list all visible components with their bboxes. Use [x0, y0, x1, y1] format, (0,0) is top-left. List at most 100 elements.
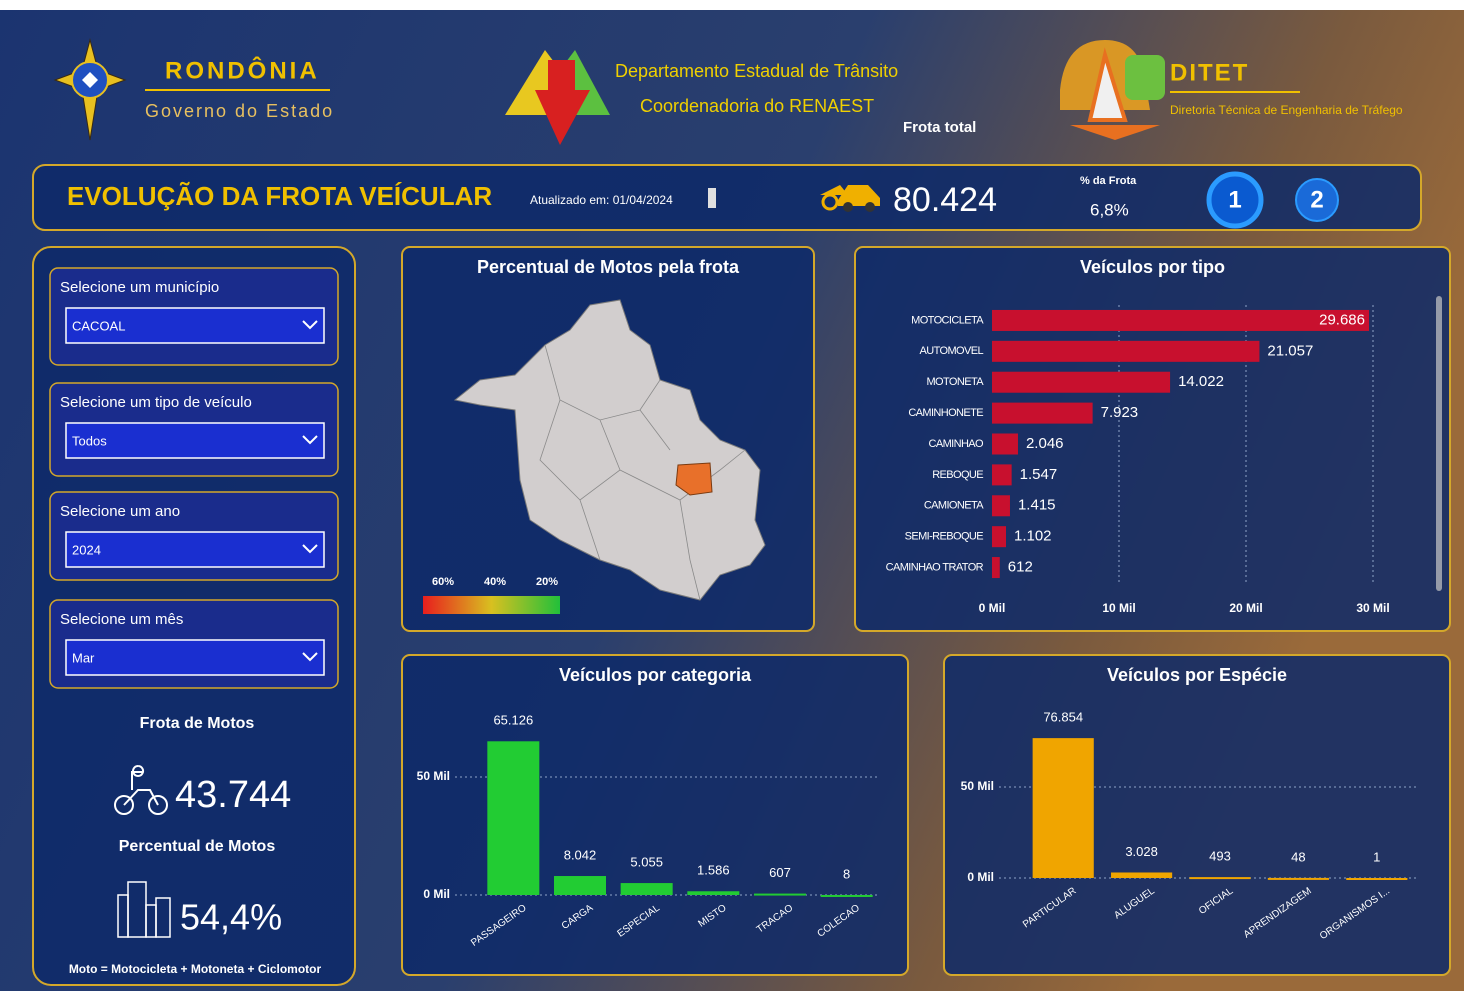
value-label: 3.028	[1125, 844, 1158, 859]
category-label: REBOQUE	[932, 469, 983, 481]
value-label: 612	[1008, 559, 1033, 576]
chart-title: Percentual de Motos pela frota	[477, 257, 740, 277]
category-label: CAMINHONETE	[908, 407, 983, 419]
dropdown-chevron[interactable]	[302, 544, 318, 554]
ditet-logo	[1060, 40, 1165, 140]
dashboard-title: EVOLUÇÃO DA FROTA VEÍCULAR	[67, 181, 492, 211]
value-label: 29.686	[1319, 311, 1365, 328]
detran-logo	[505, 50, 610, 145]
y-tick-label: 50 Mil	[961, 779, 994, 793]
legend-label: 20%	[536, 576, 558, 588]
y-tick-label: 0 Mil	[423, 887, 450, 901]
bar	[992, 464, 1012, 486]
bar	[1111, 872, 1173, 878]
bar	[554, 876, 606, 895]
dropdown-chevron[interactable]	[302, 320, 318, 330]
bar	[820, 894, 873, 897]
frota-total-value: 80.424	[893, 181, 997, 219]
species-panel	[943, 654, 1451, 976]
percent-label: Percentual de Motos	[119, 838, 276, 855]
value-label: 1.102	[1014, 528, 1052, 545]
filters: Selecione um município CACOAL Selecione um…	[49, 267, 339, 689]
dropdown-value[interactable]: Todos	[72, 433, 107, 448]
moto-icon	[114, 765, 168, 815]
chart-title: Veículos por Espécie	[1107, 665, 1287, 685]
bar	[754, 893, 806, 896]
dropdown-chevron[interactable]	[302, 435, 318, 445]
dropdown-value[interactable]: CACOAL	[72, 318, 125, 333]
dropdown-value[interactable]: Mar	[72, 650, 95, 665]
category-label: CAMINHAO	[929, 438, 985, 450]
filter-label: Selecione um tipo de veículo	[60, 394, 252, 411]
value-label: 7.923	[1101, 404, 1139, 421]
bar	[1189, 877, 1251, 880]
dropdown[interactable]	[65, 639, 325, 676]
y-tick-label: 0 Mil	[967, 870, 994, 884]
category-label: SEMI-REBOQUE	[905, 531, 984, 543]
page-button-label[interactable]: 1	[1228, 186, 1241, 213]
value-label: 2.046	[1026, 435, 1064, 452]
bar	[992, 495, 1010, 517]
chart-title: Veículos por tipo	[1080, 257, 1225, 277]
dropdown[interactable]	[65, 307, 325, 344]
buildings-icon	[117, 881, 171, 938]
bar	[992, 433, 1018, 455]
bar	[687, 891, 740, 895]
category-label: AUTOMOVEL	[920, 345, 984, 357]
page-button[interactable]	[1295, 178, 1339, 222]
dropdown-value[interactable]: 2024	[72, 542, 101, 557]
ditet-subtitle: Diretoria Técnica de Engenharia de Tráfe…	[1170, 103, 1403, 117]
category-label: MOTOCICLETA	[911, 314, 984, 326]
page-button[interactable]	[1206, 171, 1264, 229]
value-label: 1	[1373, 849, 1380, 864]
state-map	[453, 299, 766, 601]
value-label: 76.854	[1043, 710, 1083, 725]
dropdown[interactable]	[65, 422, 325, 459]
bar	[992, 402, 1093, 424]
value-label: 493	[1209, 849, 1231, 864]
agency-line2: Coordenadoria do RENAEST	[640, 96, 874, 116]
dropdown-chevron[interactable]	[302, 652, 318, 662]
selected-municipality	[675, 462, 713, 496]
filter-label: Selecione um mês	[60, 611, 183, 628]
page-button-label[interactable]: 2	[1310, 186, 1323, 213]
x-tick-label: 30 Mil	[1356, 601, 1389, 615]
bar	[1267, 877, 1329, 880]
y-tick-label: 50 Mil	[417, 769, 450, 783]
value-label: 1.547	[1020, 466, 1058, 483]
chart-title: Veículos por categoria	[559, 665, 752, 685]
bar	[992, 371, 1171, 393]
value-label: 1.586	[697, 863, 730, 878]
state-name: RONDÔNIA	[165, 56, 320, 84]
bar	[992, 557, 1000, 579]
x-tick-label: 20 Mil	[1229, 601, 1262, 615]
percent-value: 54,4%	[180, 897, 282, 938]
vehicle-icon	[820, 185, 880, 212]
value-label: 8.042	[564, 847, 597, 862]
frota-total-label: Frota total	[903, 119, 976, 136]
category-label: MOTONETA	[926, 376, 984, 388]
footnote: Moto = Motocicleta + Motoneta + Ciclomot…	[69, 962, 322, 976]
legend-label: 40%	[484, 576, 506, 588]
legend-gradient	[423, 596, 560, 614]
scrollbar[interactable]	[1436, 296, 1442, 591]
bar	[992, 526, 1006, 548]
banner	[32, 164, 1422, 231]
value-label: 48	[1291, 849, 1305, 864]
updated-date: Atualizado em: 01/04/2024	[530, 193, 673, 207]
value-label: 14.022	[1178, 373, 1224, 390]
value-label: 21.057	[1267, 342, 1313, 359]
motos-value: 43.744	[175, 774, 291, 816]
category-label: CAMIONETA	[924, 500, 984, 512]
bar	[1346, 877, 1408, 880]
bar	[1032, 738, 1094, 878]
bar	[487, 741, 540, 895]
category-label: CAMINHAO TRATOR	[886, 561, 984, 573]
x-tick-label: 10 Mil	[1102, 601, 1135, 615]
share-value: 6,8%	[1090, 200, 1129, 219]
filter-label: Selecione um ano	[60, 503, 180, 520]
dropdown[interactable]	[65, 531, 325, 568]
filter-label: Selecione um município	[60, 279, 219, 296]
bar	[992, 340, 1260, 362]
top-strip	[0, 0, 1464, 10]
